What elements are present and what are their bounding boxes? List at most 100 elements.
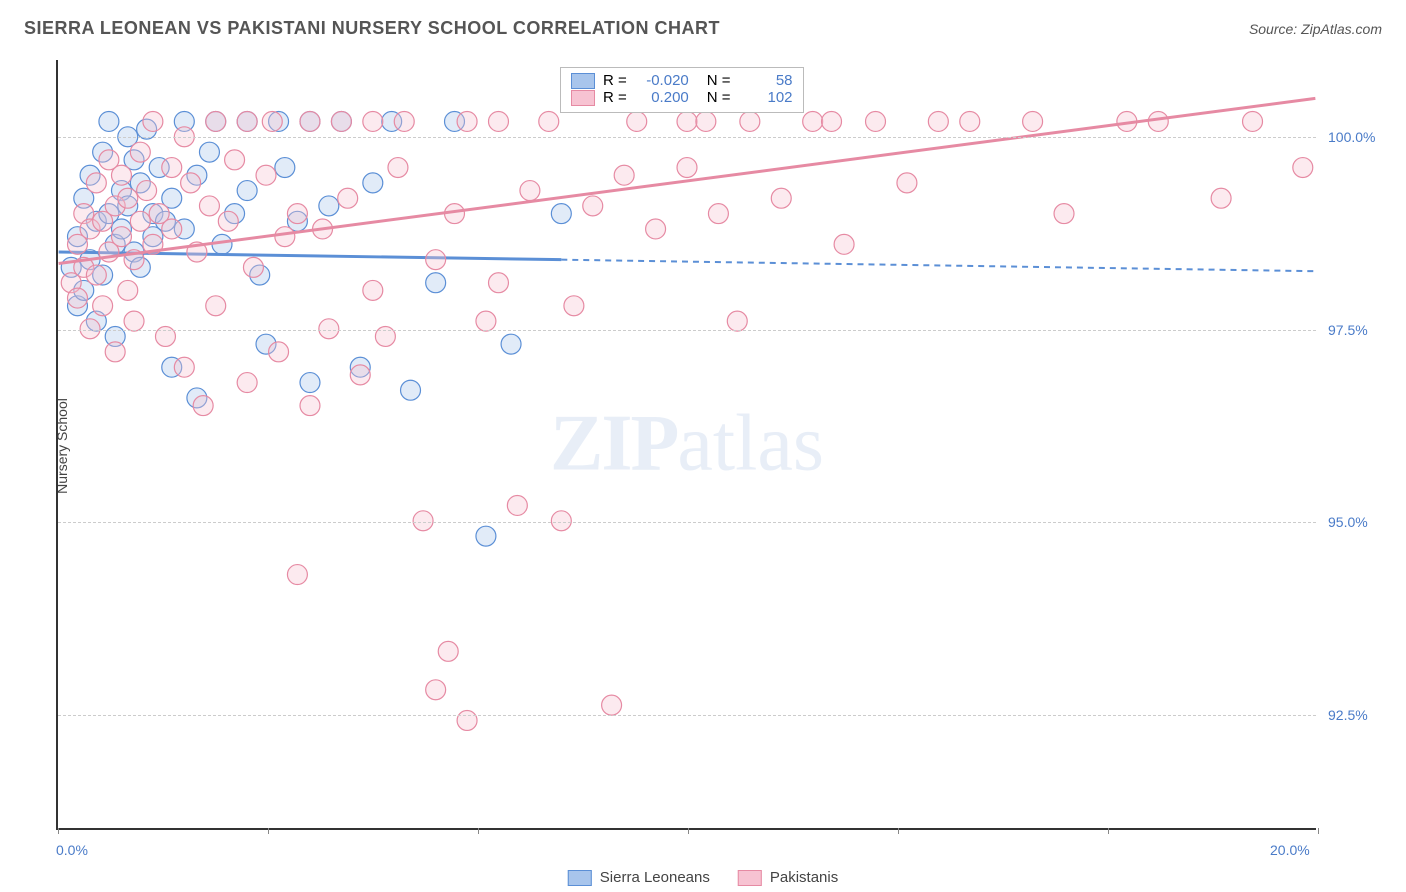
scatter-point	[86, 265, 106, 285]
legend-R-label: R =	[603, 72, 627, 89]
scatter-point	[363, 173, 383, 193]
scatter-point	[124, 311, 144, 331]
scatter-point	[834, 234, 854, 254]
scatter-point	[897, 173, 917, 193]
legend-swatch-icon	[568, 870, 592, 886]
bottom-legend-label: Sierra Leoneans	[600, 869, 710, 886]
scatter-point	[696, 111, 716, 131]
legend-N-value: 102	[739, 89, 793, 106]
scatter-point	[275, 158, 295, 178]
bottom-legend-label: Pakistanis	[770, 869, 838, 886]
scatter-point	[426, 250, 446, 270]
scatter-point	[105, 342, 125, 362]
scatter-point	[822, 111, 842, 131]
scatter-point	[960, 111, 980, 131]
scatter-point	[602, 695, 622, 715]
x-tick-label: 0.0%	[56, 842, 88, 858]
scatter-point	[426, 680, 446, 700]
scatter-point	[256, 165, 276, 185]
scatter-point	[363, 280, 383, 300]
scatter-point	[193, 396, 213, 416]
legend-inset: R = -0.020 N = 58 R = 0.200 N = 102	[560, 67, 804, 113]
legend-R-value: 0.200	[635, 89, 689, 106]
x-tick	[898, 828, 899, 834]
scatter-point	[262, 111, 282, 131]
scatter-point	[130, 142, 150, 162]
gridline	[58, 137, 1316, 138]
scatter-point	[520, 181, 540, 201]
bottom-legend-item: Sierra Leoneans	[568, 869, 710, 886]
legend-R-label: R =	[603, 89, 627, 106]
scatter-point	[143, 111, 163, 131]
scatter-point	[118, 280, 138, 300]
scatter-point	[275, 227, 295, 247]
scatter-point	[331, 111, 351, 131]
scatter-point	[457, 111, 477, 131]
scatter-point	[614, 165, 634, 185]
scatter-point	[928, 111, 948, 131]
scatter-point	[426, 273, 446, 293]
scatter-point	[162, 219, 182, 239]
scatter-point	[457, 711, 477, 731]
scatter-point	[501, 334, 521, 354]
scatter-point	[708, 204, 728, 224]
scatter-point	[93, 296, 113, 316]
x-tick	[58, 828, 59, 834]
scatter-point	[727, 311, 747, 331]
scatter-point	[118, 188, 138, 208]
scatter-point	[803, 111, 823, 131]
source-label: Source: ZipAtlas.com	[1249, 21, 1382, 37]
scatter-point	[237, 111, 257, 131]
scatter-point	[206, 111, 226, 131]
x-tick	[268, 828, 269, 834]
bottom-legend-item: Pakistanis	[738, 869, 838, 886]
scatter-point	[646, 219, 666, 239]
scatter-point	[338, 188, 358, 208]
chart-title: SIERRA LEONEAN VS PAKISTANI NURSERY SCHO…	[24, 18, 720, 39]
scatter-point	[677, 111, 697, 131]
scatter-point	[771, 188, 791, 208]
scatter-point	[866, 111, 886, 131]
scatter-point	[740, 111, 760, 131]
scatter-point	[237, 373, 257, 393]
legend-swatch-icon	[738, 870, 762, 886]
scatter-point	[476, 311, 496, 331]
legend-bottom: Sierra Leoneans Pakistanis	[568, 869, 838, 886]
scatter-point	[206, 296, 226, 316]
scatter-point	[86, 173, 106, 193]
scatter-point	[551, 511, 571, 531]
scatter-point	[287, 565, 307, 585]
scatter-point	[300, 111, 320, 131]
legend-N-label: N =	[707, 72, 731, 89]
scatter-point	[677, 158, 697, 178]
scatter-point	[319, 196, 339, 216]
x-tick	[1108, 828, 1109, 834]
y-tick-label: 95.0%	[1328, 514, 1368, 530]
scatter-point	[1243, 111, 1263, 131]
scatter-point	[438, 641, 458, 661]
scatter-point	[627, 111, 647, 131]
scatter-point	[476, 526, 496, 546]
scatter-point	[583, 196, 603, 216]
scatter-point	[1054, 204, 1074, 224]
scatter-point	[401, 380, 421, 400]
scatter-point	[269, 342, 289, 362]
x-tick	[478, 828, 479, 834]
scatter-point	[111, 227, 131, 247]
legend-R-value: -0.020	[635, 72, 689, 89]
gridline	[58, 715, 1316, 716]
scatter-point	[237, 181, 257, 201]
legend-N-label: N =	[707, 89, 731, 106]
y-tick-label: 100.0%	[1328, 129, 1375, 145]
scatter-point	[181, 173, 201, 193]
legend-N-value: 58	[739, 72, 793, 89]
scatter-point	[489, 111, 509, 131]
scatter-point	[1293, 158, 1313, 178]
scatter-point	[130, 211, 150, 231]
title-row: SIERRA LEONEAN VS PAKISTANI NURSERY SCHO…	[24, 18, 1382, 39]
scatter-point	[225, 150, 245, 170]
scatter-point	[388, 158, 408, 178]
y-tick-label: 92.5%	[1328, 707, 1368, 723]
y-tick-label: 97.5%	[1328, 322, 1368, 338]
scatter-point	[68, 288, 88, 308]
